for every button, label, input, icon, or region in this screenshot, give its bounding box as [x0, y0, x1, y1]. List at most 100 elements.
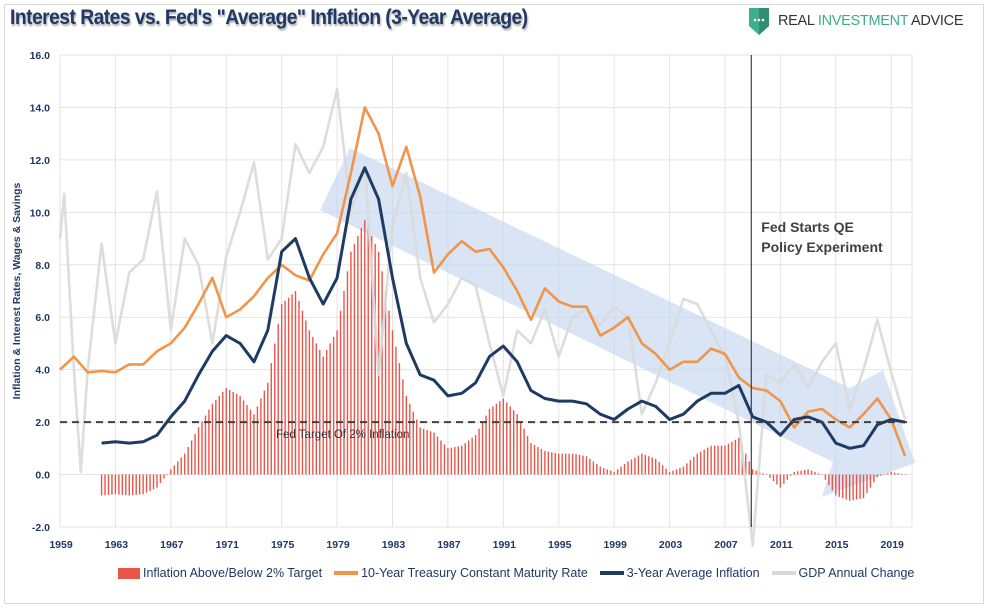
inflation-bar — [845, 474, 847, 500]
x-tick-label: 1983 — [382, 539, 406, 551]
inflation-bar — [364, 220, 366, 475]
inflation-bar — [672, 470, 674, 475]
inflation-bar — [405, 395, 408, 475]
inflation-bar — [447, 448, 449, 475]
inflation-bar — [838, 474, 840, 497]
y-axis-label: Inflation & Interest Rates, Wages & Savi… — [11, 183, 23, 400]
inflation-bar — [398, 363, 401, 475]
inflation-bar — [571, 453, 574, 475]
x-tick-label: 2019 — [881, 539, 905, 551]
inflation-bar — [596, 464, 598, 475]
inflation-bar — [547, 451, 550, 475]
x-tick-label: 1975 — [271, 539, 295, 551]
inflation-bar — [121, 474, 124, 495]
y-tick-label: 14.0 — [30, 102, 51, 114]
inflation-bar — [765, 474, 768, 476]
inflation-bar — [893, 472, 896, 475]
inflation-bar — [675, 469, 678, 475]
inflation-bar — [537, 447, 539, 475]
inflation-bar — [810, 470, 813, 475]
inflation-bar — [606, 469, 608, 475]
inflation-bar — [429, 431, 432, 475]
inflation-bar — [478, 428, 480, 475]
inflation-bar — [703, 449, 705, 475]
inflation-bar — [564, 453, 567, 475]
y-tick-label: -2.0 — [32, 522, 50, 534]
legend-swatch — [334, 571, 359, 575]
inflation-bar — [731, 441, 733, 475]
legend-item-3y-inflation: 3-Year Average Inflation — [599, 566, 760, 580]
inflation-bar — [734, 439, 737, 475]
qe-label-line-1: Fed Starts QE — [761, 219, 854, 235]
x-tick-label: 1971 — [216, 539, 240, 551]
inflation-bar — [814, 471, 816, 475]
inflation-bar — [772, 474, 775, 482]
inflation-bar — [876, 474, 879, 478]
inflation-bar — [592, 461, 595, 475]
inflation-bar — [502, 398, 505, 475]
inflation-bar — [544, 450, 546, 475]
inflation-bar — [242, 400, 245, 475]
x-tick-labels: 1959 1963 1967 1971 1975 1979 1983 1987 1991 1995… — [49, 539, 904, 551]
x-tick-label: 1963 — [105, 539, 129, 551]
inflation-bar — [388, 310, 390, 475]
legend-swatch — [118, 567, 140, 579]
inflation-bar — [367, 228, 369, 475]
inflation-bar — [177, 461, 179, 475]
inflation-bar — [287, 297, 290, 475]
inflation-bar — [325, 350, 328, 475]
inflation-bar — [322, 356, 324, 475]
inflation-bar — [239, 395, 241, 475]
inflation-bar — [848, 474, 851, 501]
inflation-bar — [454, 447, 456, 475]
inflation-bar — [343, 291, 345, 475]
inflation-bar — [869, 474, 872, 488]
inflation-bar — [319, 350, 321, 475]
legend-label: GDP Annual Change — [798, 566, 915, 580]
inflation-bar — [623, 464, 626, 475]
inflation-bars — [100, 220, 906, 501]
inflation-bar — [353, 243, 356, 475]
inflation-bar — [575, 454, 577, 475]
inflation-bar — [301, 310, 304, 475]
inflation-bar — [450, 447, 453, 475]
inflation-bar — [745, 453, 747, 475]
inflation-bar — [668, 471, 671, 475]
inflation-bar — [384, 291, 387, 475]
inflation-bar — [433, 432, 435, 475]
inflation-bar — [551, 452, 553, 475]
inflation-bar — [481, 422, 484, 475]
inflation-bar — [138, 474, 141, 495]
inflation-bar — [873, 474, 875, 483]
inflation-bar — [634, 457, 636, 475]
inflation-bar — [609, 470, 612, 475]
inflation-bar — [776, 474, 778, 485]
inflation-bar — [197, 427, 200, 475]
inflation-bar — [582, 455, 584, 475]
inflation-bar — [464, 443, 466, 475]
logo-text: REAL INVESTMENT ADVICE — [778, 13, 964, 29]
inflation-bar — [291, 294, 293, 475]
inflation-bar — [783, 474, 785, 484]
inflation-bar — [204, 415, 207, 475]
inflation-bar — [218, 395, 221, 475]
inflation-bar — [755, 470, 757, 475]
inflation-bar — [374, 243, 376, 475]
inflation-bar — [748, 461, 750, 475]
inflation-bar — [111, 474, 113, 495]
inflation-bar — [800, 470, 802, 475]
inflation-bar — [350, 251, 352, 475]
inflation-bar — [855, 474, 858, 500]
inflation-bar — [183, 453, 186, 475]
inflation-bar — [513, 410, 515, 475]
inflation-bar — [585, 456, 588, 475]
inflation-bar — [270, 363, 272, 475]
inflation-bar — [443, 444, 446, 475]
legend-item-gdp: GDP Annual Change — [771, 566, 915, 580]
legend: Inflation Above/Below 2% Target 10-Year … — [118, 566, 914, 580]
inflation-bar — [118, 474, 120, 495]
inflation-bar — [187, 447, 189, 475]
inflation-bar — [578, 454, 581, 475]
inflation-bar — [474, 435, 477, 475]
